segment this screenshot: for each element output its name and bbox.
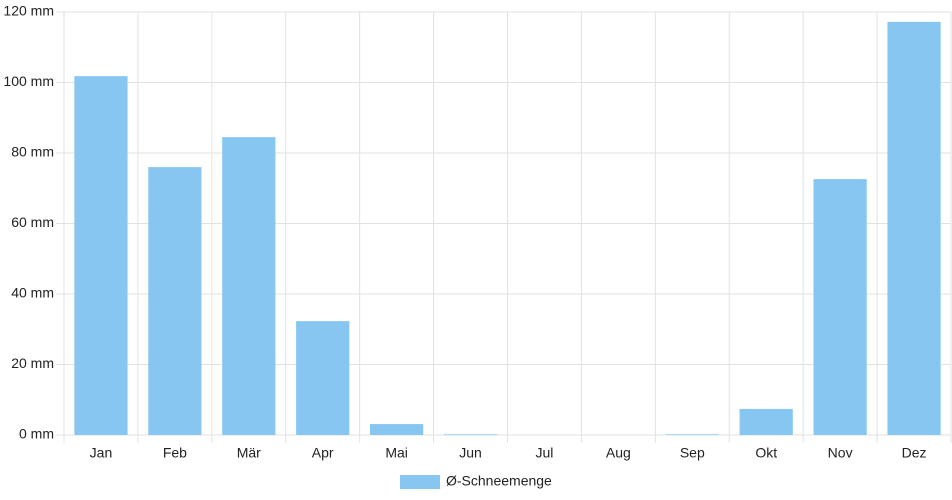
legend-label: Ø-Schneemenge bbox=[446, 473, 552, 489]
x-tick-label: Jan bbox=[90, 445, 113, 461]
y-tick-label: 0 mm bbox=[19, 426, 54, 442]
x-tick-label: Sep bbox=[680, 445, 705, 461]
y-tick-label: 120 mm bbox=[3, 3, 54, 19]
x-tick-label: Jun bbox=[459, 445, 482, 461]
x-tick-label: Jul bbox=[536, 445, 554, 461]
legend-swatch bbox=[400, 475, 440, 489]
x-tick-label: Aug bbox=[606, 445, 631, 461]
bar bbox=[74, 76, 128, 435]
y-tick-label: 20 mm bbox=[11, 355, 54, 371]
x-tick-label: Nov bbox=[828, 445, 853, 461]
bar bbox=[813, 179, 867, 435]
x-tick-label: Dez bbox=[902, 445, 927, 461]
bar bbox=[739, 408, 793, 435]
y-tick-label: 40 mm bbox=[11, 285, 54, 301]
y-tick-label: 60 mm bbox=[11, 214, 54, 230]
bar bbox=[443, 434, 498, 435]
x-tick-label: Mai bbox=[385, 445, 408, 461]
bar bbox=[148, 167, 202, 435]
y-tick-label: 80 mm bbox=[11, 144, 54, 160]
bar bbox=[296, 321, 350, 435]
bar bbox=[887, 21, 941, 436]
x-tick-label: Apr bbox=[312, 445, 334, 461]
bar bbox=[370, 424, 424, 435]
y-tick-label: 100 mm bbox=[3, 73, 54, 89]
bar bbox=[222, 137, 276, 435]
x-tick-label: Feb bbox=[163, 445, 187, 461]
bar bbox=[665, 434, 719, 435]
x-tick-label: Mär bbox=[237, 445, 261, 461]
x-tick-label: Okt bbox=[755, 445, 777, 461]
